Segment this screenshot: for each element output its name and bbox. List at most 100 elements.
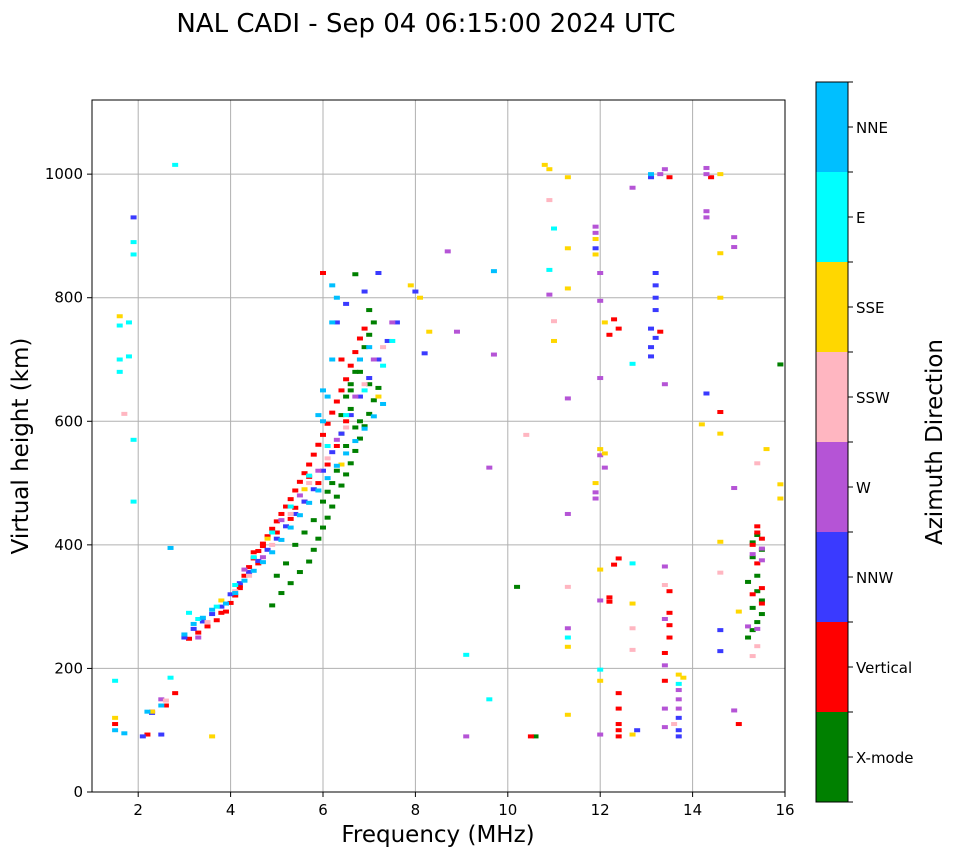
- data-point-x-mode: [514, 584, 521, 589]
- data-point-vertical: [758, 536, 765, 541]
- data-point-sse: [564, 246, 571, 251]
- data-point-sse: [264, 536, 271, 541]
- data-point-nne: [158, 703, 165, 708]
- data-point-nne: [324, 476, 331, 481]
- data-point-w: [296, 493, 303, 498]
- data-point-vertical: [259, 541, 266, 546]
- data-point-ssw: [306, 481, 313, 486]
- data-point-nne: [306, 500, 313, 505]
- data-point-x-mode: [347, 406, 354, 411]
- data-point-e: [172, 162, 179, 167]
- data-point-ssw: [343, 425, 350, 430]
- data-point-vertical: [338, 357, 345, 362]
- data-point-e: [130, 252, 137, 257]
- data-point-nnw: [209, 612, 216, 617]
- data-point-sse: [564, 644, 571, 649]
- data-point-w: [592, 496, 599, 501]
- data-point-sse: [717, 251, 724, 256]
- data-point-x-mode: [754, 620, 761, 625]
- data-point-vertical: [749, 542, 756, 547]
- data-point-sse: [597, 567, 604, 572]
- data-point-vertical: [527, 734, 534, 739]
- data-point-nne: [370, 414, 377, 419]
- data-point-nne: [222, 601, 229, 606]
- data-point-ssw: [523, 432, 530, 437]
- colorbar-tick-label: NNE: [856, 119, 888, 137]
- y-tick-label: 1000: [45, 165, 83, 183]
- data-point-e: [130, 437, 137, 442]
- data-point-x-mode: [269, 603, 276, 608]
- data-point-nnw: [384, 338, 391, 343]
- data-point-e: [116, 357, 123, 362]
- data-point-sse: [597, 678, 604, 683]
- data-point-vertical: [758, 586, 765, 591]
- data-point-x-mode: [320, 499, 326, 504]
- data-point-x-mode: [287, 581, 294, 586]
- data-point-vertical: [338, 388, 345, 393]
- data-point-vertical: [352, 350, 359, 355]
- data-point-e: [195, 617, 202, 621]
- data-point-vertical: [324, 421, 331, 426]
- data-point-nne: [333, 463, 340, 468]
- data-point-w: [486, 465, 493, 470]
- data-point-nnw: [652, 271, 659, 275]
- data-point-nne: [343, 451, 350, 456]
- data-point-x-mode: [352, 448, 359, 453]
- data-point-vertical: [347, 363, 354, 368]
- data-point-vertical: [292, 488, 299, 493]
- data-point-vertical: [735, 722, 742, 727]
- data-point-w: [754, 626, 761, 631]
- data-point-nnw: [347, 413, 354, 418]
- data-point-vertical: [320, 432, 326, 437]
- data-point-vertical: [343, 377, 350, 382]
- data-point-vertical: [310, 452, 317, 457]
- data-point-w: [731, 235, 738, 240]
- data-point-nne: [287, 525, 294, 530]
- data-point-ssw: [629, 647, 636, 652]
- data-point-vertical: [615, 691, 622, 696]
- data-point-nnw: [648, 326, 655, 331]
- colorbar-swatch: [816, 712, 848, 802]
- data-point-x-mode: [749, 605, 756, 610]
- data-point-sse: [112, 715, 119, 720]
- data-point-vertical: [292, 505, 299, 510]
- data-point-x-mode: [754, 532, 761, 537]
- data-point-nnw: [338, 431, 345, 436]
- data-point-nnw: [703, 391, 710, 396]
- data-point-vertical: [657, 329, 664, 334]
- data-point-w: [661, 617, 668, 621]
- data-point-vertical: [241, 573, 248, 578]
- data-point-vertical: [278, 511, 285, 516]
- data-point-sse: [601, 451, 608, 456]
- data-point-x-mode: [754, 589, 761, 594]
- data-point-w: [158, 697, 165, 702]
- data-point-nnw: [652, 283, 659, 288]
- data-point-vertical: [615, 722, 622, 727]
- data-point-sse: [375, 394, 382, 399]
- data-point-ssw: [121, 411, 128, 416]
- data-point-ssw: [546, 198, 553, 203]
- data-point-x-mode: [352, 425, 359, 430]
- data-point-x-mode: [366, 411, 373, 416]
- data-point-sse: [763, 447, 770, 452]
- data-point-vertical: [615, 556, 622, 561]
- data-point-x-mode: [306, 559, 313, 564]
- data-point-w: [463, 734, 470, 739]
- data-point-vertical: [661, 650, 668, 655]
- data-point-w: [597, 598, 604, 603]
- data-point-w: [315, 468, 322, 473]
- data-point-vertical: [754, 561, 761, 566]
- data-point-sse: [601, 320, 608, 325]
- data-point-x-mode: [356, 436, 363, 441]
- data-point-vertical: [186, 636, 193, 641]
- data-point-w: [241, 567, 248, 572]
- data-point-w: [749, 552, 756, 557]
- data-point-sse: [592, 252, 599, 257]
- data-point-vertical: [356, 336, 363, 341]
- data-point-nne: [329, 357, 336, 362]
- data-point-x-mode: [366, 308, 373, 313]
- data-point-nne: [250, 568, 257, 573]
- data-point-nnw: [246, 570, 253, 575]
- data-point-vertical: [273, 519, 280, 524]
